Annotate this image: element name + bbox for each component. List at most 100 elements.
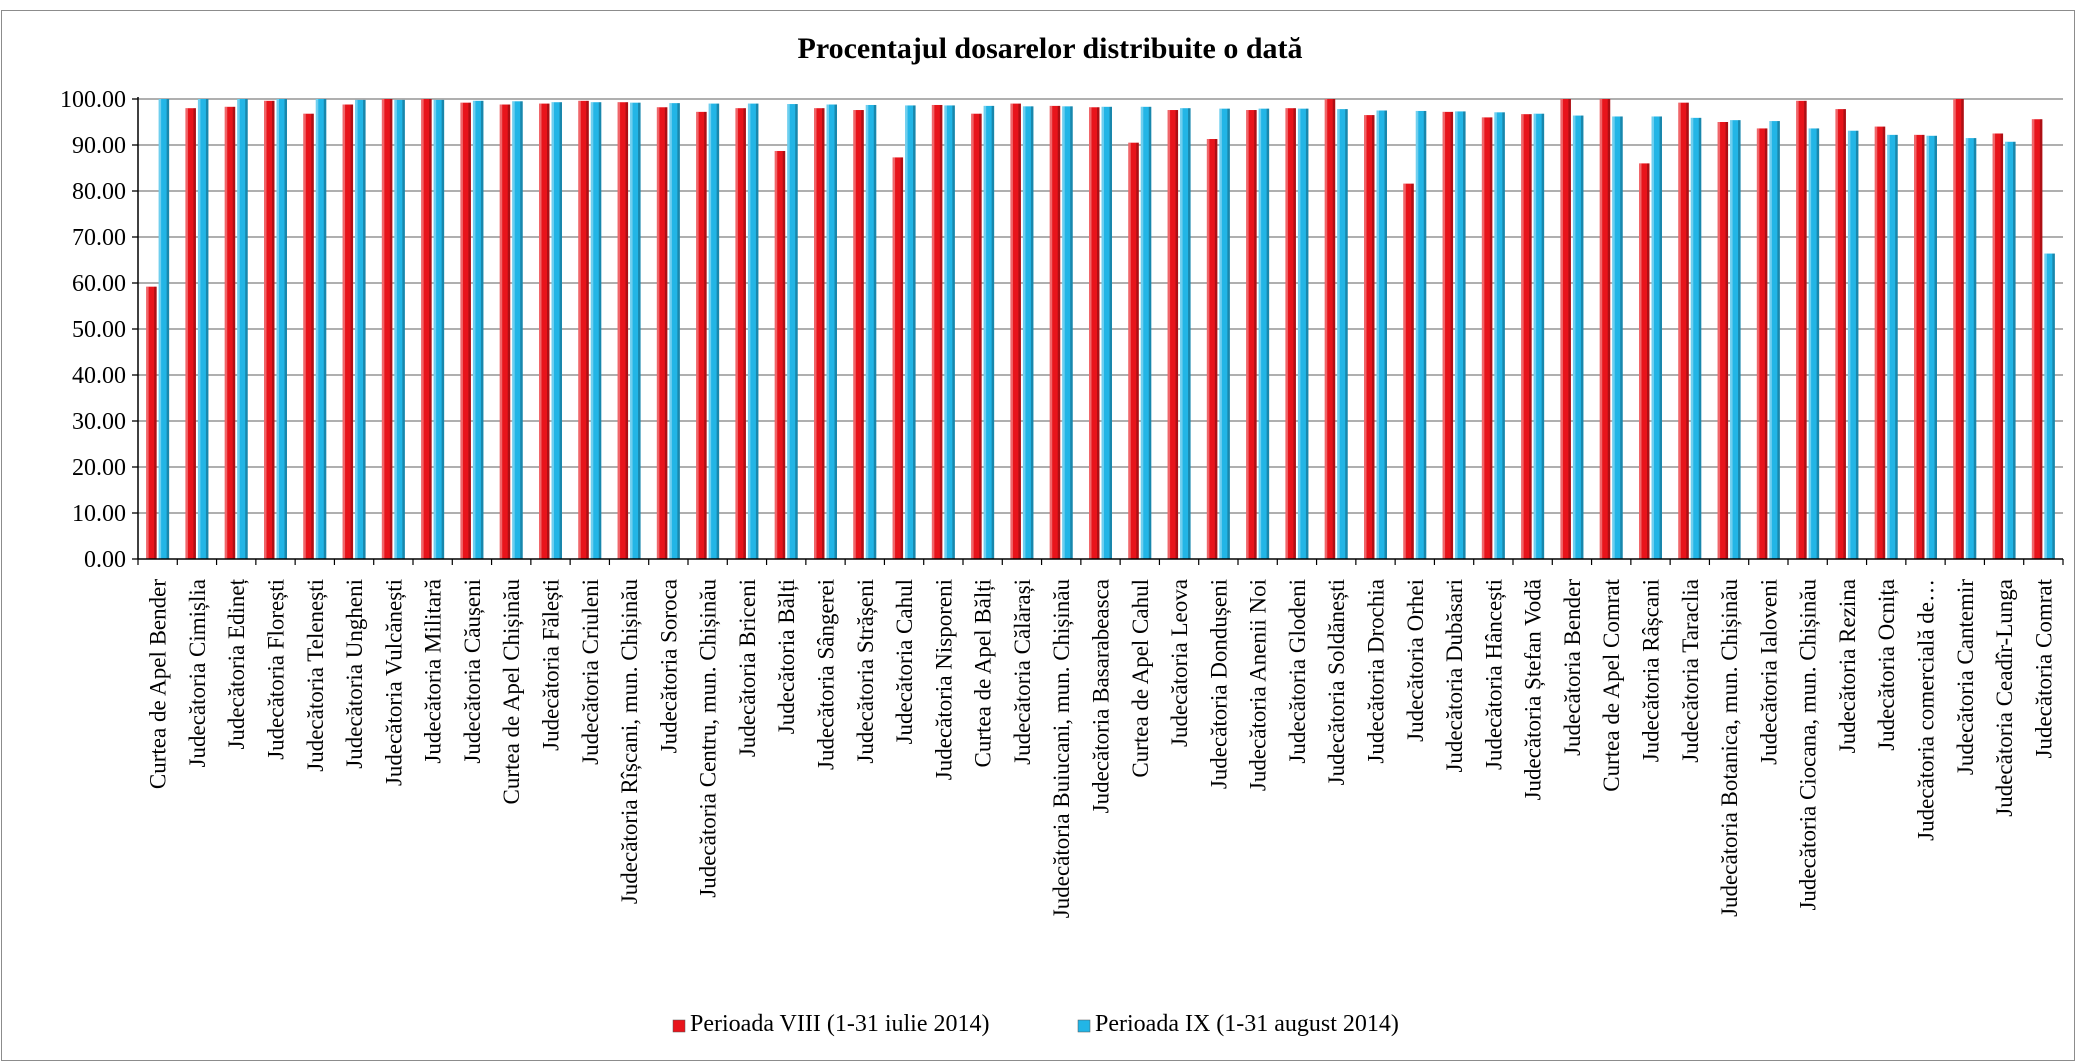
bar-shadow: [1541, 113, 1545, 559]
bar-perioada-ix: [276, 99, 287, 559]
bar-shadow: [1568, 99, 1571, 559]
bar-perioada-viii: [1796, 100, 1807, 559]
bar-highlight: [1140, 106, 1144, 559]
bar-perioada-viii: [1639, 163, 1650, 559]
bar-perioada-viii: [1049, 105, 1061, 560]
bar-shadow: [1698, 117, 1702, 560]
bar-perioada-ix: [983, 105, 995, 560]
x-tick-label: Judecătoria Soroca: [656, 579, 681, 753]
x-tick-label: Judecătoria comercială de…: [1914, 579, 1939, 841]
bar-perioada-viii: [971, 113, 982, 559]
bar-highlight: [1533, 113, 1537, 559]
x-tick-label: Judecătoria Ialoveni: [1756, 579, 1781, 765]
x-tick-label: Judecătoria Centru, mun. Chișinău: [696, 579, 721, 898]
bar-perioada-viii: [1324, 99, 1336, 559]
bar-highlight: [303, 113, 306, 559]
x-tick-label: Judecătoria Bender: [1560, 579, 1585, 756]
bar-highlight: [499, 104, 503, 560]
bar-shadow: [1372, 115, 1375, 559]
x-tick-label: Judecătoria Basarabeasca: [1089, 579, 1114, 813]
x-tick-label: Judecătoria Rezina: [1835, 579, 1860, 753]
bar-shadow: [991, 105, 995, 560]
bar-shadow: [1030, 106, 1034, 560]
y-tick-label: 10.00: [72, 501, 126, 527]
bar-shadow: [1686, 102, 1689, 560]
bar-highlight: [1756, 128, 1760, 559]
x-tick-label: Judecătoria Cahul: [892, 579, 917, 744]
x-tick-label: Judecătoria Ștefan Vodă: [1521, 579, 1546, 800]
bar-perioada-ix: [315, 99, 327, 559]
bar-highlight: [1953, 99, 1956, 559]
bar-shadow: [1529, 114, 1532, 560]
bar-shadow: [402, 99, 405, 560]
bar-highlight: [1808, 128, 1812, 559]
bar-highlight: [708, 103, 712, 559]
bar-highlight: [394, 99, 397, 560]
bar-perioada-viii: [656, 107, 668, 559]
y-tick-label: 90.00: [72, 133, 126, 159]
bar-shadow: [1305, 108, 1309, 559]
bar-highlight: [1403, 183, 1406, 559]
bar-highlight: [1455, 111, 1458, 560]
bar-perioada-ix: [1730, 120, 1741, 559]
bar-highlight: [814, 108, 817, 559]
bar-perioada-ix: [1219, 108, 1230, 559]
bar-highlight: [1324, 99, 1328, 559]
bar-perioada-ix: [1769, 121, 1780, 559]
x-tick-label: Judecătoria Leova: [1167, 579, 1192, 747]
x-tick-label: Judecătoria Telenești: [303, 579, 328, 772]
bar-highlight: [1926, 135, 1929, 560]
bar-shadow: [1777, 121, 1780, 559]
bar-highlight: [1599, 99, 1603, 559]
bar-shadow: [716, 103, 720, 559]
chart-title: Procentajul dosarelor distribuite o dată: [798, 32, 1303, 65]
bar-perioada-viii: [892, 157, 904, 560]
bar-shadow: [939, 104, 943, 559]
y-tick-label: 80.00: [72, 179, 126, 205]
bar-highlight: [1364, 115, 1367, 559]
bar-shadow: [873, 104, 877, 559]
bar-perioada-ix: [1180, 108, 1191, 559]
bar-shadow: [1384, 110, 1387, 559]
bar-highlight: [853, 110, 856, 559]
bar-perioada-viii: [1953, 99, 1964, 559]
bar-perioada-viii: [185, 108, 196, 559]
y-tick-label: 0.00: [84, 547, 126, 573]
x-axis: Curtea de Apel Bender Judecătoria Cimișli…: [137, 558, 2064, 918]
bar-highlight: [1992, 133, 1996, 559]
bar-highlight: [433, 99, 437, 560]
bar-perioada-ix: [1612, 116, 1623, 559]
bar-highlight: [2031, 119, 2035, 560]
bar-shadow: [1227, 108, 1230, 559]
bar-highlight: [1560, 99, 1563, 559]
x-tick-label: Judecătoria Glodeni: [1285, 579, 1310, 764]
bar-highlight: [1572, 115, 1576, 559]
bar-shadow: [795, 104, 798, 559]
bar-perioada-viii: [421, 99, 432, 559]
x-tick-label: Judecătoria Călărași: [1010, 579, 1035, 765]
bar-shadow: [586, 100, 589, 559]
bar-shadow: [547, 103, 550, 559]
bar-perioada-ix: [1572, 115, 1584, 559]
bar-shadow: [1882, 126, 1886, 559]
bar-highlight: [696, 111, 699, 559]
bar-perioada-viii: [1678, 102, 1689, 560]
x-tick-label: Judecătoria Ocnița: [1874, 579, 1899, 751]
bar-highlight: [590, 102, 594, 559]
bar-highlight: [905, 105, 908, 559]
bar-perioada-ix: [1258, 108, 1270, 559]
bar-highlight: [1769, 121, 1772, 559]
bar-shadow: [284, 99, 287, 559]
bar-highlight: [1494, 112, 1497, 559]
bar-perioada-viii: [1914, 134, 1925, 559]
bar-perioada-ix: [1455, 111, 1466, 560]
bar-perioada-ix: [197, 99, 209, 559]
x-tick-label: Judecătoria Soldănești: [1324, 579, 1349, 785]
bar-shadow: [1293, 108, 1296, 559]
bar-shadow: [166, 99, 170, 559]
bar-shadow: [154, 286, 157, 559]
bar-shadow: [232, 106, 236, 559]
bar-shadow: [952, 105, 955, 559]
bar-highlight: [1049, 105, 1053, 560]
